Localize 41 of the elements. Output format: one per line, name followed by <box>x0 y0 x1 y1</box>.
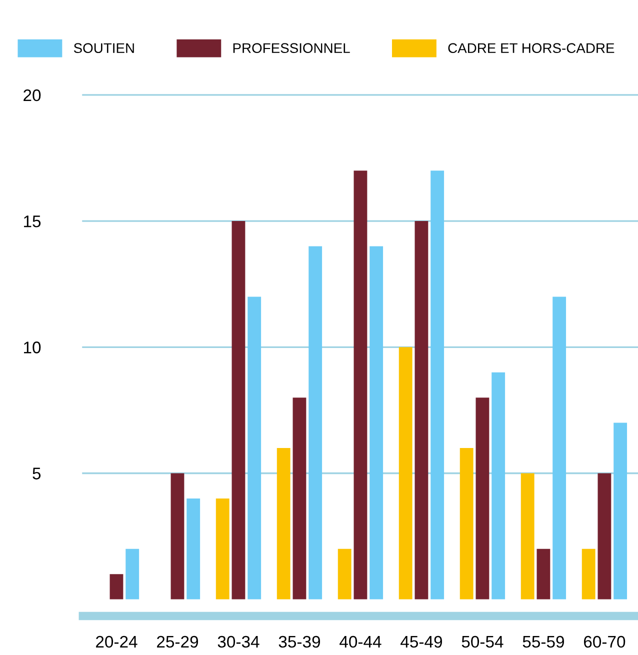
x-tick-label: 20-24 <box>96 636 138 648</box>
y-tick-label: 15 <box>24 216 41 228</box>
bar <box>370 246 384 600</box>
y-tick-label: 5 <box>32 468 41 480</box>
x-tick-label: 60-70 <box>584 636 626 648</box>
bar <box>492 372 506 600</box>
y-tick-label: 20 <box>24 89 41 102</box>
bar <box>186 498 200 600</box>
x-tick-label: 35-39 <box>278 636 320 648</box>
bar <box>398 347 412 600</box>
bar <box>552 296 566 600</box>
bar <box>170 473 184 600</box>
legend-label: CADRE ET HORS-CADRE <box>448 43 614 54</box>
bar <box>414 221 428 600</box>
bar <box>292 398 306 600</box>
bar <box>598 473 612 600</box>
bar <box>536 548 550 600</box>
bar <box>354 170 368 600</box>
y-tick-label: 10 <box>24 342 41 354</box>
bar <box>216 498 230 600</box>
x-tick-label: 40-44 <box>340 636 382 648</box>
x-tick-label: 55-59 <box>522 636 564 648</box>
x-tick-label: 30-34 <box>218 636 260 648</box>
x-tick-label: 50-54 <box>462 636 504 648</box>
bar <box>276 448 290 600</box>
x-tick-label: 25-29 <box>157 636 198 648</box>
x-tick-label: 45-49 <box>400 636 442 648</box>
bar <box>582 548 596 600</box>
bar <box>110 574 124 600</box>
bar <box>430 170 444 600</box>
legend-label: PROFESSIONNEL <box>233 43 350 54</box>
bar <box>126 548 140 600</box>
bar <box>248 296 262 600</box>
bar <box>460 448 474 600</box>
bar <box>520 473 534 600</box>
bar <box>338 548 352 600</box>
legend-label: SOUTIEN <box>74 43 134 54</box>
bar <box>614 422 628 600</box>
bar <box>232 221 246 600</box>
bar <box>476 398 490 600</box>
bar <box>308 246 322 600</box>
